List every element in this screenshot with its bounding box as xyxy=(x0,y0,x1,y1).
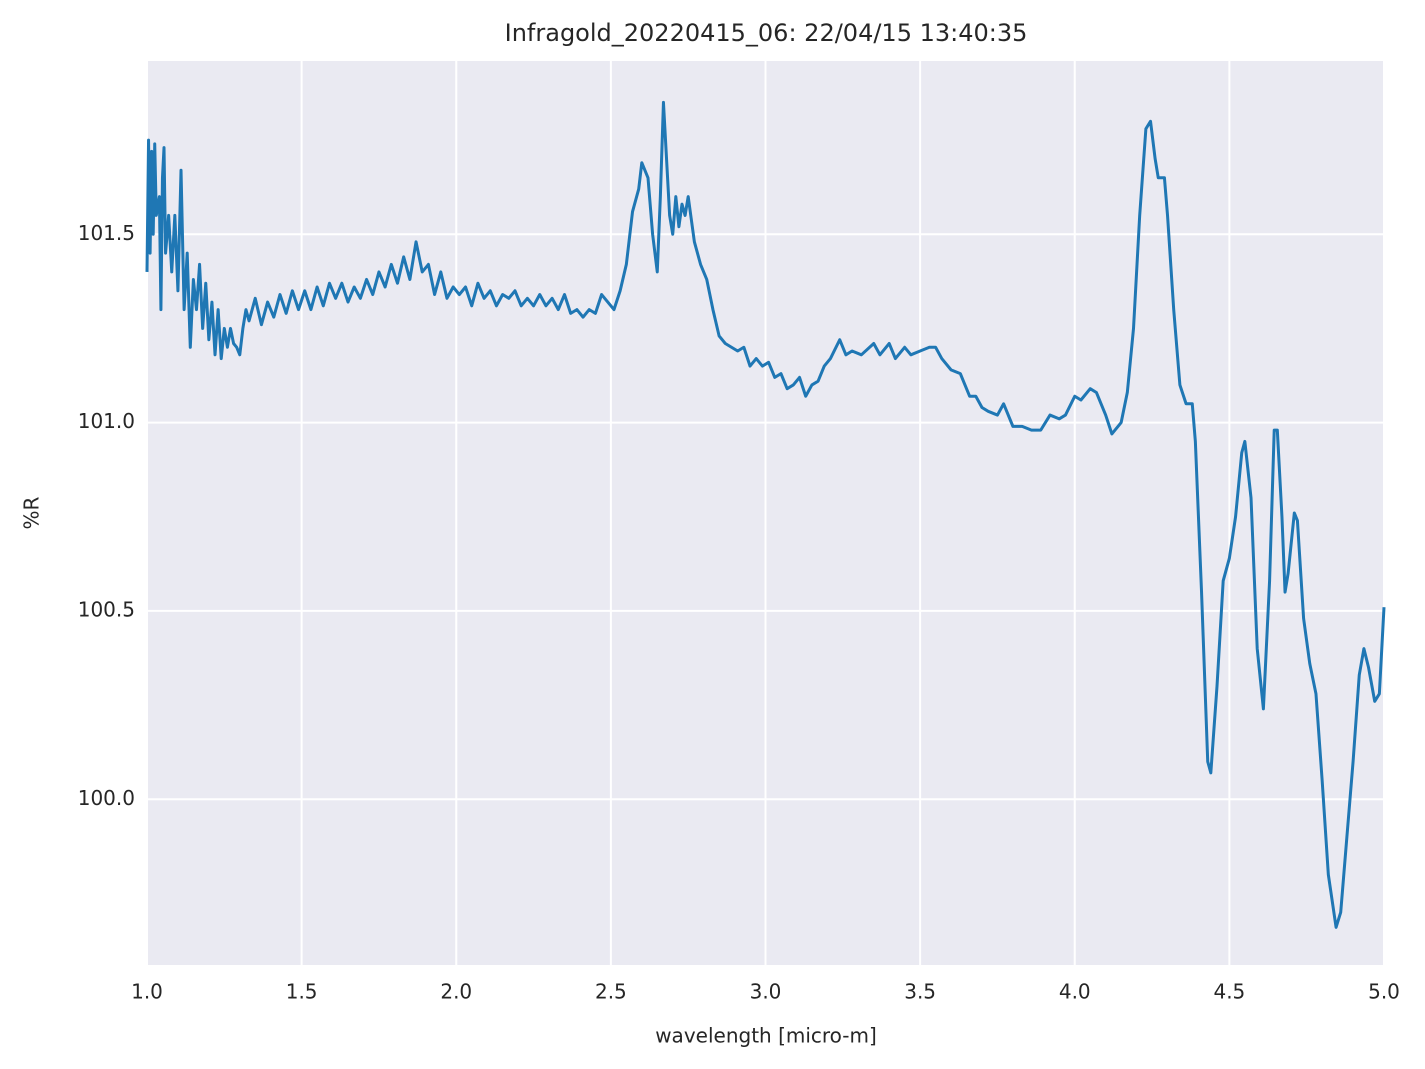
x-tick-label: 3.5 xyxy=(904,980,936,1004)
x-tick-label: 1.5 xyxy=(286,980,318,1004)
x-tick-label: 4.0 xyxy=(1059,980,1091,1004)
x-tick-label: 2.5 xyxy=(595,980,627,1004)
x-tick-label: 5.0 xyxy=(1368,980,1400,1004)
x-tick-label: 4.5 xyxy=(1213,980,1245,1004)
x-tick-label: 3.0 xyxy=(750,980,782,1004)
data-line xyxy=(145,100,1386,929)
y-tick-label: 101.0 xyxy=(78,409,135,433)
x-tick-label: 1.0 xyxy=(131,980,163,1004)
y-tick-label: 100.0 xyxy=(78,786,135,810)
x-tick-label: 2.0 xyxy=(440,980,472,1004)
y-tick-label: 100.5 xyxy=(78,597,135,621)
chart-title: Infragold_20220415_06: 22/04/15 13:40:35 xyxy=(505,19,1028,47)
y-axis-label: %R xyxy=(20,496,44,529)
x-axis-label: wavelength [micro-m] xyxy=(655,1024,877,1048)
y-tick-label: 101.5 xyxy=(78,221,135,245)
